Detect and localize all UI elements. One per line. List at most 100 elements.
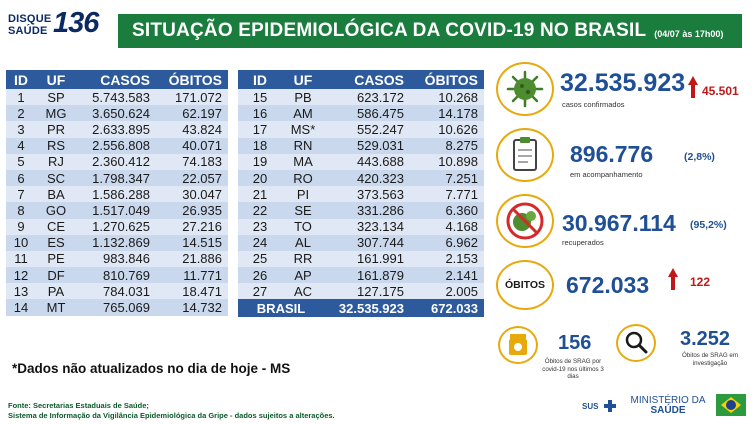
header-uf: UF [293,71,313,88]
table-header: ID UF CASOS ÓBITOS [6,70,228,89]
cell-id: 24 [252,235,268,251]
virus-icon [496,62,554,116]
cell-obitos: 10.268 [438,89,478,105]
clipboard-icon [496,128,554,182]
table-row: 17 MS* 552.247 10.626 [238,121,484,137]
table-row: 10 ES 1.132.869 14.515 [6,234,228,251]
cell-uf: CE [46,219,66,235]
cell-id: 2 [17,105,25,121]
source-line-1: Fonte: Secretarias Estaduais de Saúde; [8,401,149,410]
cell-casos: 1.586.288 [92,186,150,202]
page-title: SITUAÇÃO EPIDEMIOLÓGICA DA COVID-19 NO B… [132,20,647,41]
header-id: ID [253,71,267,88]
up-arrow-icon [668,268,678,292]
table-row: 20 RO 420.323 7.251 [238,169,484,187]
cell-casos: 1.798.347 [92,170,150,186]
cell-id: 4 [17,138,25,154]
cell-uf: SP [47,89,65,105]
sus-logo: SUS [582,402,599,411]
cell-obitos: 2.141 [445,267,478,283]
cell-uf: MS* [290,121,316,137]
table-row: 4 RS 2.556.808 40.071 [6,137,228,154]
logo-number: 136 [53,7,99,39]
cell-uf: ES [47,235,65,251]
cell-id: 10 [13,235,29,251]
obitos-badge-text: ÓBITOS [504,279,546,291]
table-row: 25 RR 161.991 2.153 [238,251,484,267]
cell-casos: 331.286 [357,202,404,218]
cell-id: 18 [252,138,268,154]
cell-uf: MT [46,300,66,316]
acompanhamento-label: em acompanhamento [570,170,643,179]
cell-obitos: 43.824 [182,121,222,137]
cell-casos: 1.270.625 [92,219,150,235]
health-cross-icon [604,400,616,412]
table-row: 7 BA 1.586.288 30.047 [6,186,228,202]
cell-obitos: 40.071 [182,138,222,154]
table-row: 8 GO 1.517.049 26.935 [6,202,228,219]
cell-uf: AP [294,267,312,283]
table-row: 27 AC 127.175 2.005 [238,283,484,299]
brasil-label: BRASIL [256,300,306,316]
table-row: 23 TO 323.134 4.168 [238,219,484,235]
cell-uf: AL [295,235,311,251]
cell-obitos: 2.005 [445,283,478,299]
cell-uf: SC [46,170,66,186]
saude-text: SAÚDE [650,405,686,416]
cell-uf: MA [293,154,313,170]
table-row: 16 AM 586.475 14.178 [238,105,484,122]
cell-uf: PA [47,283,65,299]
cell-obitos: 171.072 [175,89,222,105]
cell-casos: 784.031 [103,283,150,299]
ministerio-text: MINISTÉRIO DA [630,395,706,406]
cell-obitos: 18.471 [182,283,222,299]
obitos-delta: 122 [690,275,711,289]
up-arrow-icon [688,76,698,100]
cell-uf: AM [293,105,313,121]
cell-casos: 161.879 [357,267,404,283]
cell-id: 15 [252,89,268,105]
cell-casos: 3.650.624 [92,105,150,121]
cell-obitos: 74.183 [182,154,222,170]
cell-casos: 586.475 [357,105,404,121]
magnifier-icon [616,324,656,362]
source-note: Fonte: Secretarias Estaduais de Saúde; S… [8,401,335,421]
cell-obitos: 6.360 [445,202,478,218]
acompanhamento-value: 896.776 [570,141,654,167]
srag-investigacao-value: 3.252 [680,328,731,350]
cell-uf: PI [296,186,310,202]
medication-jar-icon [498,326,538,364]
acompanhamento-pct: (2,8%) [684,151,715,163]
cell-casos: 161.991 [357,251,404,267]
cell-id: 17 [252,121,268,137]
cell-obitos: 21.886 [182,251,222,267]
cell-casos: 5.743.583 [92,89,150,105]
cell-obitos: 4.168 [445,219,478,235]
confirmados-label: casos confirmados [562,100,625,109]
srag-investigacao-label: Óbitos de SRAG em investigação [681,352,739,367]
cell-casos: 323.134 [357,219,404,235]
table-row: 6 SC 1.798.347 22.057 [6,169,228,187]
cell-uf: AC [293,283,313,299]
cell-uf: MG [45,105,67,121]
cell-uf: PE [47,251,65,267]
brasil-casos: 32.535.923 [338,300,404,316]
header-casos: CASOS [354,71,404,88]
cell-id: 27 [252,283,268,299]
cell-uf: RJ [48,154,64,170]
table-row: 19 MA 443.688 10.898 [238,154,484,170]
cell-id: 23 [252,219,268,235]
table-row: 26 AP 161.879 2.141 [238,267,484,284]
cell-id: 13 [13,283,29,299]
cell-obitos: 22.057 [182,170,222,186]
confirmados-delta: 45.501 [702,84,739,98]
header-obitos: ÓBITOS [168,71,222,88]
cell-obitos: 26.935 [182,202,222,218]
cell-id: 16 [252,105,268,121]
recuperados-label: recuperados [562,238,604,247]
cell-obitos: 11.771 [183,267,222,283]
cell-casos: 443.688 [357,154,404,170]
brasil-obitos: 672.033 [431,300,478,316]
table-row: 5 RJ 2.360.412 74.183 [6,154,228,170]
cell-id: 26 [252,267,268,283]
